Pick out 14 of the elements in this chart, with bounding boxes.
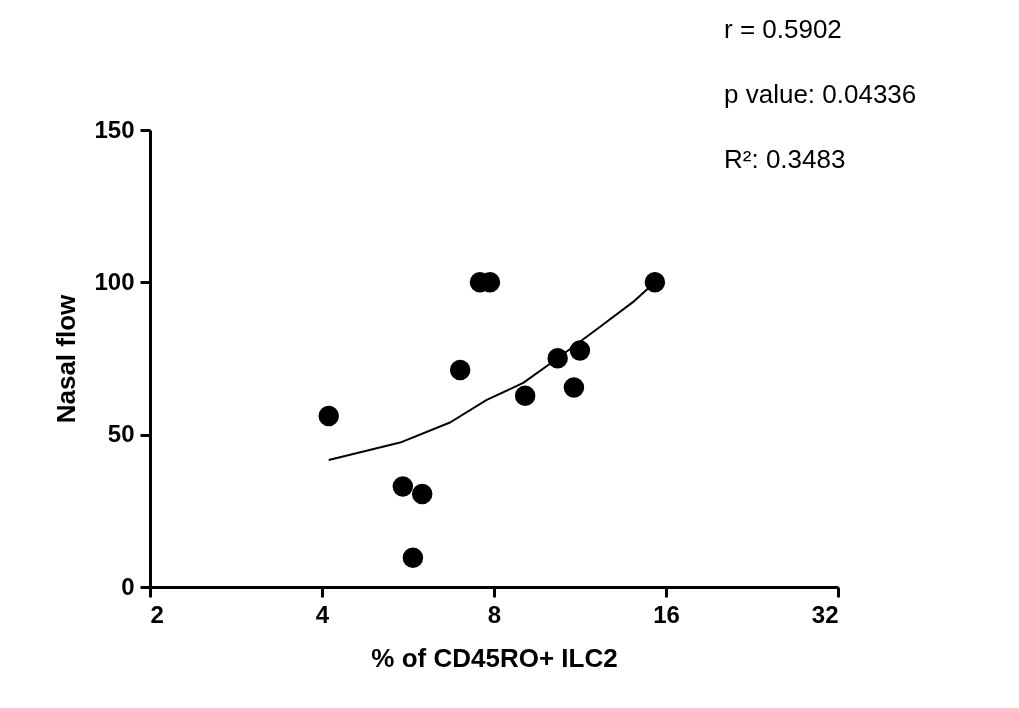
x-axis-title: % of CD45RO+ ILC2 <box>371 642 618 673</box>
y-axis-title: Nasal flow <box>51 293 82 424</box>
x-tick-label: 32 <box>811 600 839 628</box>
x-tick-label: 8 <box>487 600 502 628</box>
y-tick-label: 50 <box>107 420 135 448</box>
y-tick-label: 0 <box>121 572 135 600</box>
x-tick-label: 2 <box>150 600 164 628</box>
text: r = 0.5902 <box>724 14 842 44</box>
text: p value: 0.04336 <box>724 79 917 109</box>
y-tick-label: 100 <box>94 267 135 295</box>
x-tick-label: 16 <box>653 600 680 628</box>
y-tick-label: 150 <box>94 115 135 143</box>
annotation: R²: 0.3483 <box>724 144 846 174</box>
x-tick-label: 4 <box>315 600 330 628</box>
